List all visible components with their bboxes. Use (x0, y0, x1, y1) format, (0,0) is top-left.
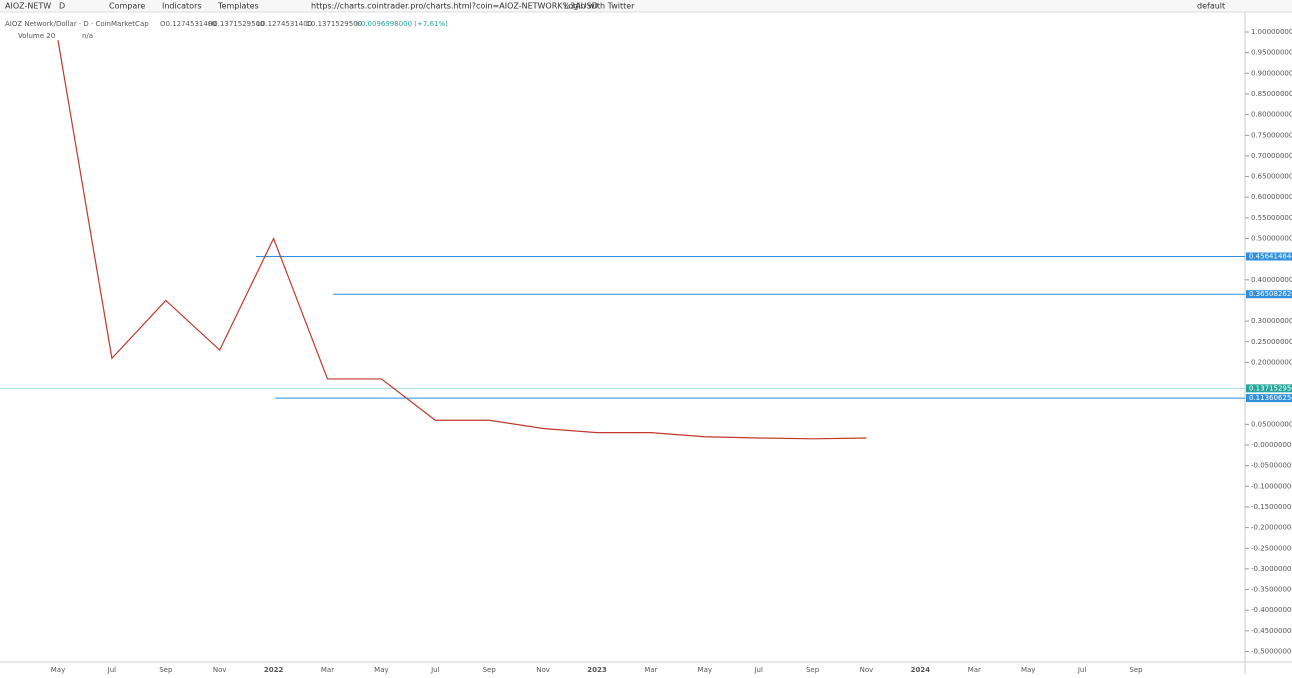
level-tag (1246, 252, 1292, 261)
level-label: 0.4564148400 (1249, 253, 1292, 261)
y-tick-label: -0.4500000000 (1251, 627, 1292, 635)
y-tick-label: -0.2000000000 (1251, 524, 1292, 532)
y-tick-label: 0.8500000000 (1251, 90, 1292, 98)
x-tick-label: Sep (806, 666, 820, 674)
indicators[interactable]: Indicators (162, 2, 202, 11)
legend-name: AIOZ Network/Dollar · D · CoinMarketCap (5, 20, 149, 28)
x-tick-label: Mar (321, 666, 334, 674)
level-tag (1246, 290, 1292, 299)
volume: Volume 20 (18, 32, 55, 40)
y-tick-label: 0.8000000000 (1251, 111, 1292, 119)
x-tick-label: 2024 (911, 666, 931, 674)
x-tick-label: May (374, 666, 388, 674)
x-tick-label: Nov (213, 666, 227, 674)
level-label: 0.1136062500 (1249, 394, 1292, 402)
x-tick-label: Mar (644, 666, 657, 674)
x-tick-label: Jul (1077, 666, 1087, 674)
level-tag (1246, 384, 1292, 393)
y-tick-label: 0.6000000000 (1251, 193, 1292, 201)
legend-low: L0.1274531400 (257, 20, 312, 28)
legend-open: O0.1274531400 (160, 20, 217, 28)
x-tick-label: Sep (483, 666, 497, 674)
y-tick-label: -0.2500000000 (1251, 544, 1292, 552)
y-tick-label: 0.2000000000 (1251, 358, 1292, 366)
x-tick-label: Sep (159, 666, 173, 674)
y-tick-label: 0.7500000000 (1251, 131, 1292, 139)
y-tick-label: -0.3500000000 (1251, 586, 1292, 594)
y-tick-label: -0.0000000000 (1251, 441, 1292, 449)
level-tag (1246, 394, 1292, 403)
layout[interactable]: default (1197, 2, 1225, 11)
y-tick-label: 0.9000000000 (1251, 69, 1292, 77)
x-tick-label: May (698, 666, 712, 674)
x-tick-label: Mar (968, 666, 981, 674)
volume-value: n/a (82, 32, 93, 40)
level-label: 0.3650826200 (1249, 290, 1292, 298)
y-tick-label: -0.0500000000 (1251, 462, 1292, 470)
legend-change: +0.0096998000 (+7.61%) (355, 20, 448, 28)
y-tick-label: 0.5500000000 (1251, 214, 1292, 222)
login[interactable]: Login with Twitter (564, 2, 635, 11)
x-tick-label: Nov (860, 666, 874, 674)
y-tick-label: -0.1000000000 (1251, 482, 1292, 490)
y-tick-label: -0.4000000000 (1251, 606, 1292, 614)
url[interactable]: https://charts.cointrader.pro/charts.htm… (311, 2, 598, 11)
level-label: 0.1371529500 (1249, 384, 1292, 392)
y-tick-label: -0.1500000000 (1251, 503, 1292, 511)
y-tick-label: 0.2500000000 (1251, 338, 1292, 346)
y-tick-label: 0.7000000000 (1251, 152, 1292, 160)
x-tick-label: Sep (1129, 666, 1143, 674)
y-tick-label: 0.3000000000 (1251, 317, 1292, 325)
y-tick-label: -0.3000000000 (1251, 565, 1292, 573)
interval[interactable]: D (59, 2, 65, 11)
toolbar (0, 0, 1292, 12)
x-tick-label: Jul (753, 666, 763, 674)
x-tick-label: May (1021, 666, 1035, 674)
legend-high: H0.1371529500 (208, 20, 264, 28)
x-tick-label: Nov (536, 666, 550, 674)
x-tick-label: 2023 (587, 666, 607, 674)
x-tick-label: May (51, 666, 65, 674)
x-tick-label: 2022 (264, 666, 284, 674)
y-tick-label: 0.9500000000 (1251, 49, 1292, 57)
y-tick-label: 0.6500000000 (1251, 173, 1292, 181)
symbol[interactable]: AIOZ-NETW (5, 2, 51, 11)
y-tick-label: 0.0500000000 (1251, 420, 1292, 428)
y-tick-label: 0.5000000000 (1251, 235, 1292, 243)
y-tick-label: 0.4000000000 (1251, 276, 1292, 284)
y-tick-label: 1.0000000000 (1251, 28, 1292, 36)
templates[interactable]: Templates (217, 2, 259, 11)
price-line (57, 40, 867, 440)
y-tick-label: -0.5000000000 (1251, 648, 1292, 656)
x-tick-label: Jul (430, 666, 440, 674)
x-tick-label: Jul (107, 666, 117, 674)
compare[interactable]: Compare (109, 2, 145, 11)
legend-close: C0.1371529500 (306, 20, 362, 28)
